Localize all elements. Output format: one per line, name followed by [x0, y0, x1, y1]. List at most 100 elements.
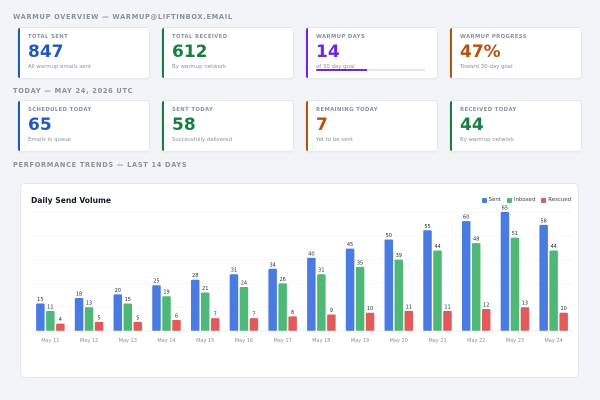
- bar-sent-may-18: [307, 257, 316, 331]
- card-label: SCHEDULED TODAY: [28, 107, 92, 113]
- bar-sent-may-12: [74, 298, 84, 331]
- data-label: 8: [291, 310, 294, 316]
- card-label: SENT TODAY: [172, 107, 214, 113]
- total-sent-card: TOTAL SENT 847 All warmup emails sent: [17, 27, 150, 79]
- data-label: 11: [406, 304, 412, 310]
- bar-rescued-may-18: [327, 314, 336, 331]
- card-value: 7: [316, 115, 328, 135]
- card-accent: [306, 101, 308, 151]
- bar-sent-may-17: [268, 268, 277, 331]
- trends-heading: PERFORMANCE TRENDS — LAST 14 DAYS: [13, 161, 188, 169]
- card-accent: [18, 101, 20, 151]
- card-value: 47%: [460, 42, 501, 62]
- card-value: 847: [28, 42, 64, 62]
- received-today-card: RECEIVED TODAY 44 By warmup network: [449, 100, 582, 152]
- legend-item-rescued[interactable]: Rescued: [541, 197, 571, 203]
- legend-item-sent[interactable]: Sent: [481, 197, 501, 203]
- data-label: 51: [512, 231, 518, 237]
- card-accent: [162, 28, 164, 78]
- card-accent: [450, 28, 452, 78]
- bar-inboxed-may-16: [239, 287, 249, 331]
- data-label: 15: [37, 297, 43, 303]
- data-label: 21: [202, 286, 208, 292]
- bar-rescued-may-16: [249, 318, 259, 331]
- bar-sent-may-19: [345, 248, 355, 331]
- x-tick-label: May 17: [273, 338, 291, 344]
- x-tick-label: May 12: [80, 338, 98, 344]
- bar-sent-may-20: [384, 239, 394, 331]
- card-accent: [18, 28, 20, 78]
- data-label: 55: [424, 224, 430, 230]
- bar-rescued-may-19: [365, 312, 375, 331]
- legend-label: Inboxed: [513, 197, 536, 203]
- data-label: 5: [97, 315, 100, 321]
- overview-heading: WARMUP OVERVIEW — WARMUP@LIFTINBOX.EMAIL: [13, 13, 233, 21]
- bar-rescued-may-15: [210, 318, 220, 331]
- remaining-today-card: REMAINING TODAY 7 Yet to be sent: [305, 100, 438, 152]
- sent-today-card: SENT TODAY 58 Successfully delivered: [161, 100, 294, 152]
- legend-item-inboxed[interactable]: Inboxed: [506, 197, 536, 203]
- x-tick-label: May 18: [312, 338, 330, 344]
- data-label: 11: [47, 304, 53, 310]
- bar-rescued-may-17: [288, 316, 297, 331]
- legend-swatch: [481, 197, 487, 203]
- card-subtitle: Toward 30-day goal: [460, 64, 513, 70]
- x-tick-label: May 15: [196, 338, 214, 344]
- bar-inboxed-may-18: [317, 274, 326, 331]
- x-tick-label: May 16: [235, 338, 253, 344]
- bar-sent-may-24: [539, 224, 548, 331]
- data-label: 5: [136, 315, 139, 321]
- card-value: 58: [172, 115, 196, 135]
- data-label: 40: [308, 251, 314, 257]
- bar-rescued-may-24: [559, 312, 568, 331]
- bar-sent-may-14: [152, 285, 161, 331]
- bar-inboxed-may-14: [162, 296, 171, 331]
- data-label: 24: [241, 281, 247, 287]
- data-label: 39: [396, 253, 402, 259]
- bar-sent-may-21: [423, 230, 432, 331]
- bar-inboxed-may-11: [46, 310, 55, 331]
- card-value: 14: [316, 42, 340, 62]
- bar-rescued-may-13: [133, 321, 143, 331]
- x-tick-label: May 14: [157, 338, 175, 344]
- card-value: 65: [28, 115, 52, 135]
- data-label: 31: [231, 268, 237, 274]
- data-label: 13: [522, 301, 528, 307]
- warmup-days-card: WARMUP DAYS 14 of 30 day goal: [305, 27, 438, 79]
- data-label: 31: [318, 268, 324, 274]
- today-cards: SCHEDULED TODAY 65 Emails in queue SENT …: [17, 100, 582, 152]
- data-label: 45: [347, 242, 353, 248]
- bar-sent-may-22: [461, 221, 471, 331]
- card-subtitle: Yet to be sent: [316, 137, 353, 143]
- progress-fill: [316, 69, 367, 71]
- data-label: 48: [473, 237, 479, 243]
- data-label: 10: [367, 306, 373, 312]
- legend-swatch: [541, 197, 547, 203]
- data-label: 20: [115, 288, 121, 294]
- data-label: 50: [386, 233, 392, 239]
- data-label: 60: [463, 215, 469, 221]
- data-label: 58: [540, 218, 546, 224]
- bar-inboxed-may-13: [123, 303, 133, 331]
- data-label: 65: [502, 206, 508, 212]
- x-tick-label: May 19: [351, 338, 369, 344]
- bar-inboxed-may-23: [510, 237, 520, 331]
- data-label: 6: [175, 314, 178, 320]
- card-label: TOTAL RECEIVED: [172, 34, 228, 40]
- data-label: 12: [483, 303, 489, 309]
- x-tick-label: May 13: [119, 338, 137, 344]
- today-heading: TODAY — MAY 24, 2026 UTC: [13, 87, 134, 95]
- data-label: 19: [163, 290, 169, 296]
- card-subtitle: By warmup network: [172, 64, 227, 70]
- data-label: 34: [269, 262, 275, 268]
- bar-inboxed-may-22: [471, 243, 481, 331]
- bar-sent-may-11: [36, 303, 45, 331]
- bar-sent-may-16: [229, 274, 239, 331]
- card-label: RECEIVED TODAY: [460, 107, 517, 113]
- daily-send-volume-chart-card: Daily Send Volume Sent Inboxed Rescued 1…: [20, 183, 579, 378]
- data-label: 28: [192, 273, 198, 279]
- warmup-days-progress-bar: [316, 69, 425, 71]
- warmup-progress-card: WARMUP PROGRESS 47% Toward 30-day goal: [449, 27, 582, 79]
- data-label: 7: [214, 312, 217, 318]
- card-value: 44: [460, 115, 484, 135]
